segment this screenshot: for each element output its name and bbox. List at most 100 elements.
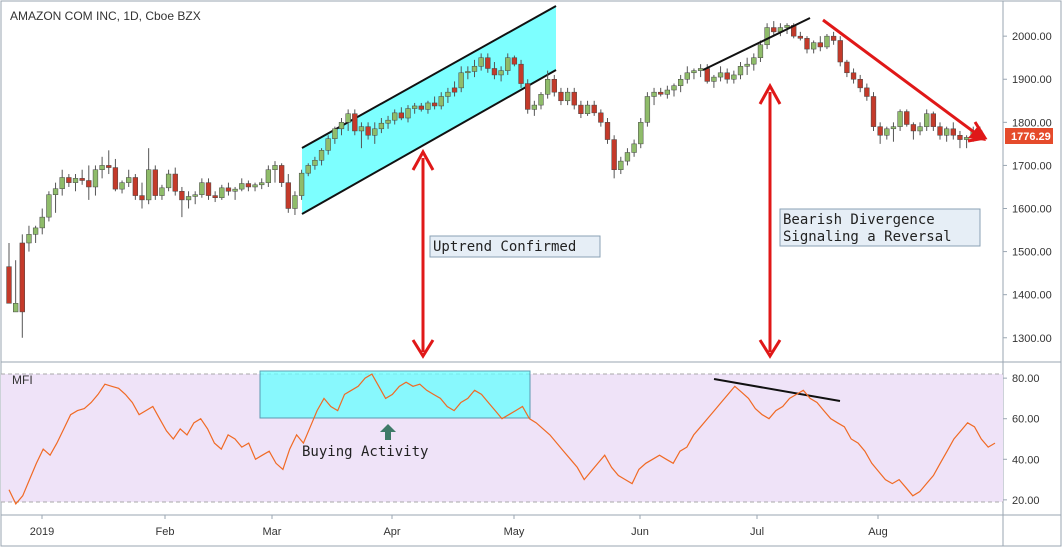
candle [445, 87, 451, 103]
candle-body [671, 85, 677, 91]
candle-body [744, 63, 750, 67]
candle-body [412, 105, 418, 109]
candle [265, 165, 272, 187]
candle [937, 122, 943, 140]
candle-body [678, 78, 684, 86]
candle-body [571, 91, 577, 106]
candle-body [724, 72, 730, 80]
candle-body [26, 234, 32, 244]
candle [358, 122, 365, 149]
candle-body [318, 150, 325, 161]
candle-body [392, 112, 398, 121]
candle [711, 74, 717, 88]
candle [671, 83, 677, 97]
candle-body [232, 188, 238, 192]
candle [438, 92, 444, 110]
candle-body [212, 195, 218, 198]
candle [910, 122, 917, 140]
candle [618, 156, 624, 175]
candle [212, 191, 218, 203]
candle-body [39, 216, 45, 229]
candle-body [159, 187, 165, 196]
reversal-double-arrow [758, 82, 782, 359]
candle [824, 34, 830, 50]
candle-body [937, 126, 943, 136]
candle [26, 225, 32, 252]
candle-body [784, 25, 790, 28]
candle-body [837, 40, 843, 63]
candle-body [172, 173, 178, 192]
candle [830, 31, 837, 45]
candle [678, 74, 684, 93]
candle-body [877, 126, 883, 136]
mfi-tick-label: 60.00 [1012, 414, 1040, 426]
candle-body [338, 122, 345, 130]
candle-body [146, 169, 152, 201]
candle-body [797, 35, 804, 39]
candle-body [92, 169, 99, 188]
candle [425, 100, 431, 114]
candle-body [531, 104, 538, 110]
candle [611, 135, 617, 179]
time-tick-label: 2019 [30, 526, 54, 538]
candle [564, 87, 571, 106]
candle [571, 87, 577, 110]
candle [844, 59, 850, 78]
candle-body [471, 66, 478, 72]
candle-body [757, 44, 764, 58]
candle [119, 180, 125, 194]
price-tick-label: 2000.00 [1012, 31, 1052, 43]
mfi-tick-label: 40.00 [1012, 454, 1040, 466]
candle-body [418, 105, 424, 110]
candle [963, 135, 970, 149]
candle-body [66, 177, 72, 183]
candle [72, 174, 79, 192]
candle-body [431, 102, 438, 107]
candle-body [551, 78, 557, 93]
candle [478, 53, 484, 71]
candle-body [106, 165, 112, 168]
candle [518, 59, 524, 88]
candle-body [944, 128, 950, 136]
candle-body [119, 182, 125, 190]
candle-body [957, 135, 963, 140]
candle-body [79, 178, 85, 181]
candle [631, 139, 637, 157]
candle-body [591, 104, 597, 114]
candle [451, 81, 458, 97]
candle [418, 102, 424, 112]
candle [664, 85, 671, 99]
candle-body [325, 138, 331, 151]
candle [92, 165, 99, 196]
candle [66, 174, 72, 187]
candle-body [511, 57, 518, 65]
candle-body [598, 112, 604, 123]
candle-body [651, 91, 657, 97]
candle [52, 182, 59, 213]
candle [545, 70, 551, 99]
candle-body [438, 96, 444, 107]
candle-body [199, 182, 205, 195]
candle-body [192, 194, 198, 197]
candle-body [285, 182, 291, 209]
candle-body [86, 180, 92, 188]
candle-body [112, 167, 119, 190]
time-tick-label: Jun [631, 526, 649, 538]
candle [658, 87, 664, 97]
candle [837, 36, 843, 67]
candle [312, 156, 318, 170]
candle [458, 66, 464, 93]
candle [531, 100, 538, 116]
candle [252, 182, 258, 192]
candle [179, 186, 185, 218]
candle [219, 184, 225, 200]
candle-body [445, 91, 451, 97]
candle [757, 40, 764, 63]
candle-body [298, 172, 305, 196]
candle [551, 74, 557, 97]
candle-body [272, 165, 278, 170]
candle [890, 122, 897, 142]
candle-body [59, 177, 65, 189]
bearish-label-line2: Signaling a Reversal [783, 229, 952, 245]
